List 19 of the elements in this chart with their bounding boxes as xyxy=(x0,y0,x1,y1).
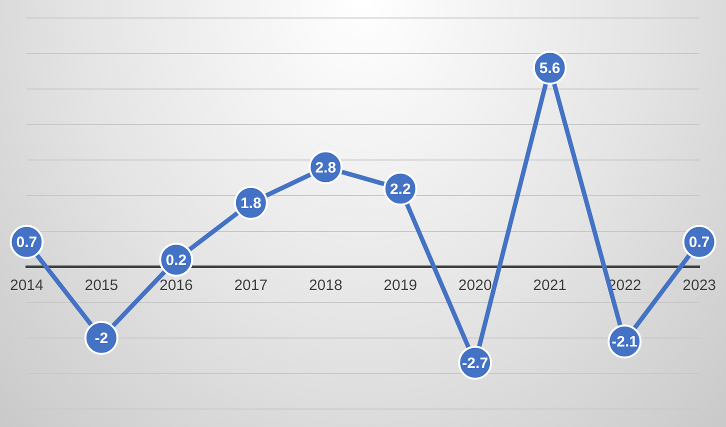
x-tick-label: 2014 xyxy=(10,276,44,294)
x-tick-label: 2020 xyxy=(458,276,492,294)
data-label: 0.7 xyxy=(16,234,38,252)
x-tick-label: 2018 xyxy=(308,276,342,294)
data-label: -2.1 xyxy=(612,334,638,351)
x-tick-label: 2016 xyxy=(159,276,193,294)
x-tick-label: 2019 xyxy=(384,276,418,294)
data-label: 0.2 xyxy=(166,252,187,269)
x-tick-label: 2017 xyxy=(234,276,268,294)
x-tick-label: 2023 xyxy=(682,276,716,294)
data-label: 0.7 xyxy=(688,234,710,252)
data-label: 5.6 xyxy=(539,60,560,77)
data-label: -2.7 xyxy=(462,354,488,372)
x-tick-label: 2015 xyxy=(84,276,118,294)
data-label: 1.8 xyxy=(240,194,262,212)
x-tick-label: 2021 xyxy=(533,276,567,294)
data-label: 2.8 xyxy=(315,159,336,176)
data-label: -2 xyxy=(94,330,108,348)
data-label: 2.2 xyxy=(390,180,411,198)
